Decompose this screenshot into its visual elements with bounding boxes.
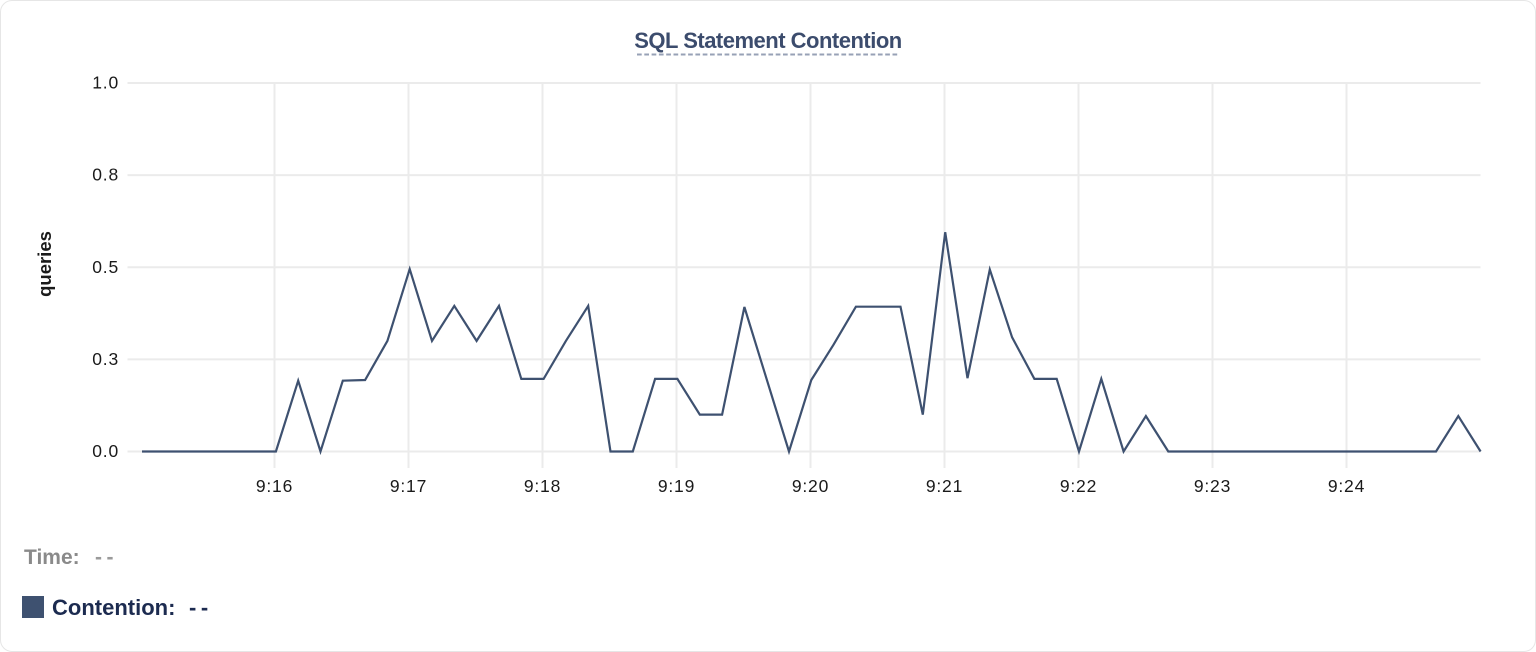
svg-text:9:24: 9:24 (1328, 476, 1365, 496)
svg-text:9:16: 9:16 (256, 476, 293, 496)
svg-text:queries: queries (34, 231, 55, 297)
svg-text:9:21: 9:21 (926, 476, 963, 496)
svg-text:9:17: 9:17 (390, 476, 427, 496)
svg-text:9:19: 9:19 (658, 476, 695, 496)
svg-text:1.0: 1.0 (92, 73, 119, 93)
svg-text:0.3: 0.3 (92, 349, 119, 369)
svg-text:9:20: 9:20 (792, 476, 829, 496)
svg-text:9:23: 9:23 (1194, 476, 1231, 496)
svg-text:0.8: 0.8 (92, 165, 119, 185)
svg-text:0.0: 0.0 (92, 441, 119, 461)
svg-text:0.5: 0.5 (92, 257, 119, 277)
svg-text:9:22: 9:22 (1060, 476, 1097, 496)
svg-text:9:18: 9:18 (524, 476, 561, 496)
